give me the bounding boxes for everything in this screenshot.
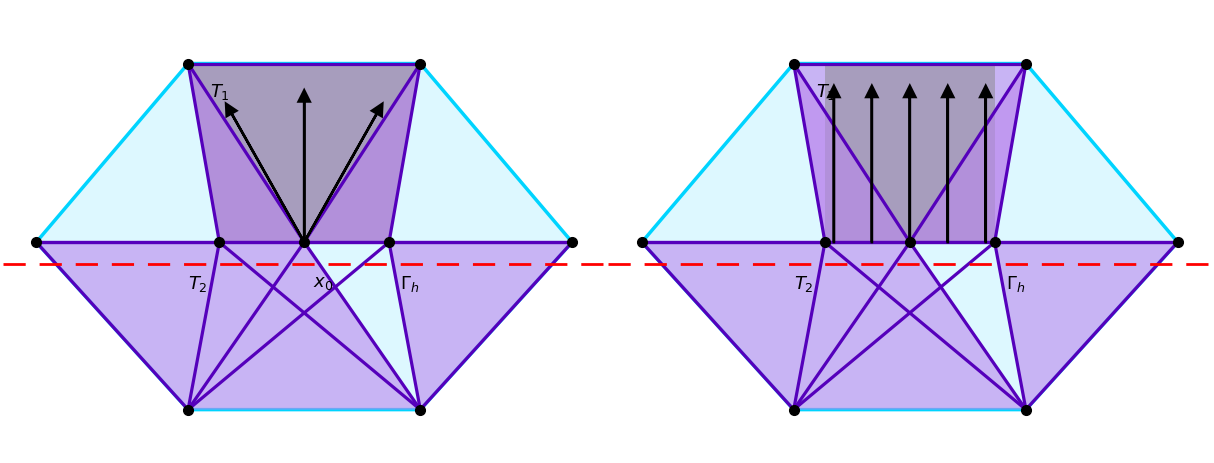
FancyArrow shape	[304, 105, 382, 243]
Polygon shape	[36, 243, 220, 410]
FancyArrow shape	[904, 87, 915, 243]
Text: $\Gamma_h$: $\Gamma_h$	[401, 274, 420, 294]
Polygon shape	[994, 243, 1178, 410]
Polygon shape	[188, 64, 305, 243]
Polygon shape	[305, 64, 420, 243]
Text: $T_2$: $T_2$	[188, 274, 208, 294]
Polygon shape	[642, 243, 826, 410]
FancyArrow shape	[828, 87, 839, 243]
Polygon shape	[826, 64, 994, 243]
Text: $T_1$: $T_1$	[816, 82, 836, 102]
Polygon shape	[794, 64, 1026, 243]
Text: $T_1$: $T_1$	[210, 82, 231, 102]
Polygon shape	[909, 64, 1026, 243]
FancyArrow shape	[226, 105, 305, 243]
Polygon shape	[794, 64, 909, 243]
FancyArrow shape	[867, 87, 878, 243]
Polygon shape	[36, 64, 572, 410]
Polygon shape	[188, 243, 420, 410]
FancyArrow shape	[942, 87, 953, 243]
Polygon shape	[388, 243, 572, 410]
Text: $T_2$: $T_2$	[794, 274, 813, 294]
FancyArrow shape	[299, 91, 310, 243]
Polygon shape	[794, 243, 1026, 410]
Polygon shape	[188, 64, 420, 243]
Text: $\Gamma_h$: $\Gamma_h$	[1006, 274, 1025, 294]
Polygon shape	[188, 64, 420, 243]
Polygon shape	[642, 64, 1178, 410]
FancyArrow shape	[980, 87, 992, 243]
Text: $x_0$: $x_0$	[313, 274, 334, 292]
